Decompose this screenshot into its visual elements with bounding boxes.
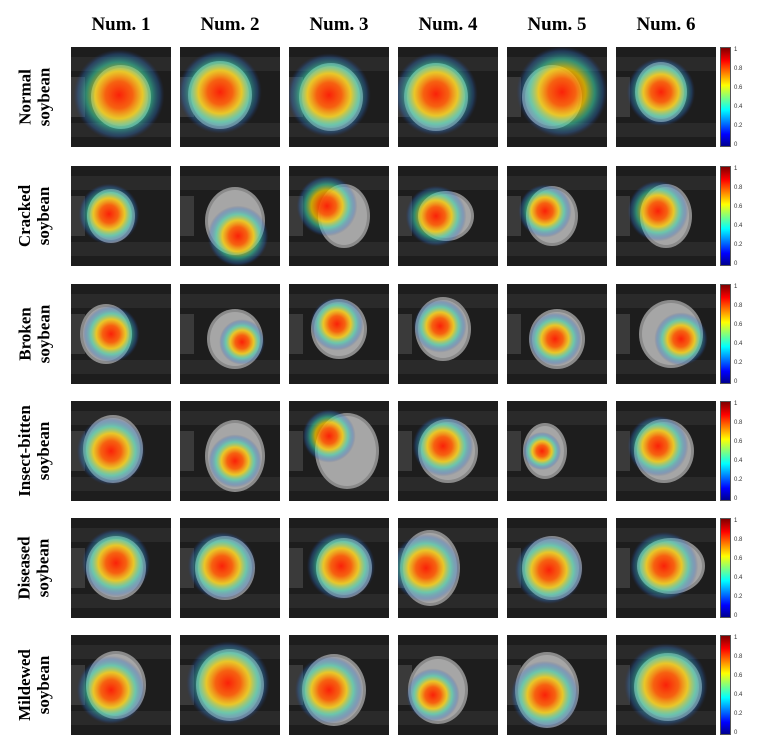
- column-header-2: Num. 2: [200, 14, 260, 35]
- colorbar-mildewed: 1 0.8 0.6 0.4 0.2 0: [720, 635, 758, 736]
- colorbar-tick-label: 0.6: [734, 556, 743, 562]
- heatmap-cell-cracked-num-3: [289, 166, 389, 266]
- colorbar-gradient: [720, 47, 731, 147]
- row-label-cracked: Cracked soybean: [14, 184, 53, 248]
- colorbar-tick-label: 0.4: [734, 341, 743, 347]
- colorbar-tick-label: 0.2: [734, 123, 743, 129]
- heatmap-cell-insect-bitten-num-2: [180, 401, 280, 501]
- heatmap-cell-broken-num-2: [180, 284, 280, 384]
- column-header-6: Num. 6: [636, 14, 696, 35]
- heatmap-cell-normal-num-1: [71, 47, 171, 147]
- heatmap-cell-diseased-num-3: [289, 518, 389, 618]
- heatmap-cell-broken-num-6: [616, 284, 716, 384]
- heatmap-cell-mildewed-num-3: [289, 635, 389, 735]
- colorbar-diseased: 1 0.8 0.6 0.4 0.2 0: [720, 518, 758, 619]
- colorbar-tick-label: 0.4: [734, 692, 743, 698]
- colorbar-tick-label: 0.2: [734, 242, 743, 248]
- colorbar-gradient: [720, 635, 731, 735]
- colorbar-tick-label: 0.8: [734, 537, 743, 543]
- colorbar-normal: 1 0.8 0.6 0.4 0.2 0: [720, 47, 758, 148]
- heatmap-cell-diseased-num-5: [507, 518, 607, 618]
- colorbar-tick-label: 0: [734, 379, 738, 385]
- colorbar-tick-label: 1: [734, 401, 738, 407]
- colorbar-tick-label: 0.6: [734, 85, 743, 91]
- heatmap-cell-cracked-num-4: [398, 166, 498, 266]
- colorbar-tick-label: 0.8: [734, 654, 743, 660]
- heatmap-cell-cracked-num-2: [180, 166, 280, 266]
- colorbar-tick-label: 1: [734, 166, 738, 172]
- heatmap-cell-broken-num-1: [71, 284, 171, 384]
- heatmap-cell-normal-num-2: [180, 47, 280, 147]
- colorbar-tick-label: 0.4: [734, 458, 743, 464]
- heatmap-cell-mildewed-num-4: [398, 635, 498, 735]
- heatmap-cell-diseased-num-6: [616, 518, 716, 618]
- heatmap-cell-mildewed-num-1: [71, 635, 171, 735]
- heatmap-cell-normal-num-5: [507, 47, 607, 147]
- heatmap-cell-diseased-num-4: [398, 518, 498, 618]
- heatmap-cell-mildewed-num-2: [180, 635, 280, 735]
- colorbar-tick-label: 0: [734, 496, 738, 502]
- heatmap-cell-insect-bitten-num-6: [616, 401, 716, 501]
- colorbar-insect-bitten: 1 0.8 0.6 0.4 0.2 0: [720, 401, 758, 502]
- heatmap-cell-mildewed-num-6: [616, 635, 716, 735]
- heatmap-cell-cracked-num-1: [71, 166, 171, 266]
- heatmap-cell-broken-num-4: [398, 284, 498, 384]
- row-label-normal: Normal soybean: [14, 67, 53, 127]
- colorbar-tick-label: 0: [734, 730, 738, 736]
- colorbar-tick-label: 0.4: [734, 104, 743, 110]
- colorbar-tick-label: 0.6: [734, 673, 743, 679]
- colorbar-gradient: [720, 518, 731, 618]
- colorbar-tick-label: 0.8: [734, 420, 743, 426]
- colorbar-tick-label: 1: [734, 518, 738, 524]
- row-label-broken: Broken soybean: [14, 304, 53, 364]
- heatmap-cell-normal-num-3: [289, 47, 389, 147]
- row-label-diseased: Diseased soybean: [15, 536, 53, 600]
- colorbar-tick-label: 0.6: [734, 439, 743, 445]
- column-header-3: Num. 3: [309, 14, 369, 35]
- colorbar-tick-label: 0.4: [734, 223, 743, 229]
- column-header-1: Num. 1: [91, 14, 151, 35]
- colorbar-tick-label: 1: [734, 635, 738, 641]
- colorbar-tick-label: 0.8: [734, 185, 743, 191]
- heatmap-cell-insect-bitten-num-3: [289, 401, 389, 501]
- heatmap-cell-diseased-num-2: [180, 518, 280, 618]
- colorbar-tick-label: 0.4: [734, 575, 743, 581]
- heatmap-cell-broken-num-5: [507, 284, 607, 384]
- heatmap-cell-diseased-num-1: [71, 518, 171, 618]
- heatmap-cell-cracked-num-6: [616, 166, 716, 266]
- heatmap-cell-insect-bitten-num-1: [71, 401, 171, 501]
- colorbar-tick-label: 0: [734, 142, 738, 148]
- colorbar-tick-label: 0.8: [734, 303, 743, 309]
- colorbar-cracked: 1 0.8 0.6 0.4 0.2 0: [720, 166, 758, 267]
- heatmap-cell-insect-bitten-num-5: [507, 401, 607, 501]
- colorbar-tick-label: 0.8: [734, 66, 743, 72]
- colorbar-tick-label: 1: [734, 47, 738, 53]
- colorbar-tick-label: 0.2: [734, 477, 743, 483]
- row-label-insect-bitten: Insect-bitten soybean: [15, 405, 54, 497]
- heatmap-cell-mildewed-num-5: [507, 635, 607, 735]
- colorbar-tick-label: 0.6: [734, 322, 743, 328]
- heatmap-cell-normal-num-4: [398, 47, 498, 147]
- colorbar-gradient: [720, 401, 731, 501]
- heatmap-cell-broken-num-3: [289, 284, 389, 384]
- colorbar-tick-label: 0.2: [734, 711, 743, 717]
- heatmap-cell-cracked-num-5: [507, 166, 607, 266]
- column-header-4: Num. 4: [418, 14, 478, 35]
- colorbar-tick-label: 1: [734, 284, 738, 290]
- colorbar-gradient: [720, 284, 731, 384]
- heatmap-cell-normal-num-6: [616, 47, 716, 147]
- row-label-mildewed: Mildewed soybean: [15, 649, 53, 721]
- colorbar-broken: 1 0.8 0.6 0.4 0.2 0: [720, 284, 758, 385]
- colorbar-gradient: [720, 166, 731, 266]
- column-header-5: Num. 5: [527, 14, 587, 35]
- colorbar-tick-label: 0: [734, 261, 738, 267]
- heatmap-cell-insect-bitten-num-4: [398, 401, 498, 501]
- colorbar-tick-label: 0.2: [734, 594, 743, 600]
- colorbar-tick-label: 0.6: [734, 204, 743, 210]
- colorbar-tick-label: 0: [734, 613, 738, 619]
- colorbar-tick-label: 0.2: [734, 360, 743, 366]
